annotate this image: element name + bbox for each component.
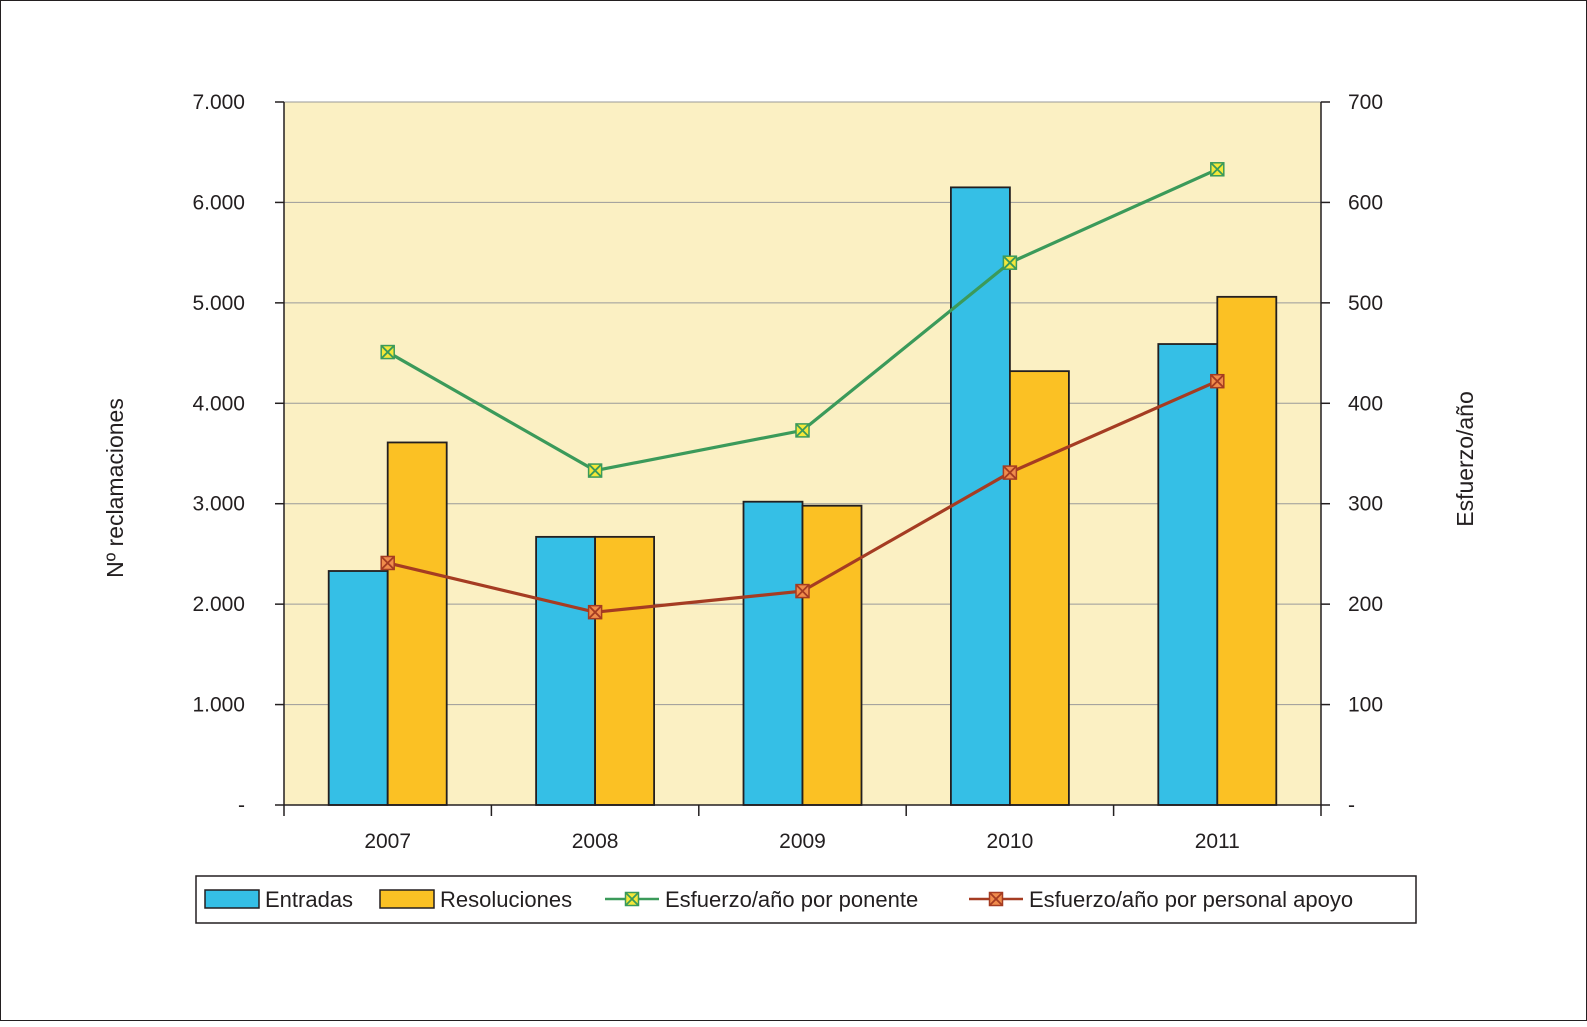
bar-resoluciones-2009 [801,504,863,806]
y2-tick-label: 300 [1348,493,1383,516]
y2-tick-label: 100 [1348,694,1383,717]
y2-tick-label: - [1348,794,1355,817]
y2-axis-title: Esfuerzo/año [1452,391,1478,527]
series-marker-2-2010 [1002,465,1018,480]
legend-label: Entradas [265,887,353,912]
series-marker-2-2009 [795,583,810,599]
bar-entradas-2007 [327,570,389,806]
marker-cross [380,344,395,360]
y-tick-label: 2.000 [192,593,245,616]
series-marker-2-2007 [380,555,395,571]
marker-cross [380,555,395,571]
series-marker-1-2007 [380,344,395,360]
legend-swatch [204,889,260,909]
y-tick-label: 1.000 [192,694,245,717]
y2-tick-label: 400 [1348,392,1383,415]
series-marker-2-2011 [1210,373,1225,389]
bar-resoluciones-2007 [386,441,448,806]
marker-cross [587,605,603,620]
y2-tick-label: 500 [1348,292,1383,315]
series-marker-1-2008 [587,463,603,478]
y-tick-label: 3.000 [192,493,245,516]
marker-cross [1002,465,1018,480]
y-tick-label: - [238,794,245,817]
axes: - 1.000 2.000 3.000 4.000 5.000 6.000 7.000 - 100… [192,91,1383,853]
bar-resoluciones-2011 [1216,295,1278,806]
marker-cross [587,463,603,478]
x-tick-label: 2011 [1195,830,1240,853]
series-marker-2-2008 [587,604,603,620]
legend-item-3: Esfuerzo/año por ponente [605,887,918,912]
legend-marker-cross [988,891,1004,907]
marker-cross [795,423,810,438]
legend-label: Esfuerzo/año por ponente [665,887,918,912]
x-tick-label: 2007 [364,830,411,853]
x-tick-label: 2008 [572,830,619,853]
bar-entradas-2008 [535,535,596,806]
legend-item-2: Resoluciones [379,887,572,912]
series-marker-1-2009 [795,423,810,438]
plot-area [284,101,1321,806]
y-axis-title: Nº reclamaciones [102,398,128,578]
marker-cross [1210,374,1225,389]
x-tick-label: 2010 [987,830,1034,853]
legend: Entradas Resoluciones Esfuerzo/año por pon… [195,875,1417,924]
series-marker-1-2010 [1002,255,1018,270]
bar-entradas-2009 [742,500,804,806]
bar-entradas-2010 [950,186,1011,806]
series-marker-1-2011 [1210,162,1225,177]
bar-resoluciones-2008 [594,535,655,806]
bar-entradas-2011 [1157,343,1219,806]
y2-tick-label: 600 [1348,191,1383,214]
y2-tick-label: 700 [1348,91,1383,114]
legend-marker-cross [624,891,640,907]
marker-cross [1002,255,1018,270]
y-tick-label: 7.000 [192,91,245,114]
legend-label: Resoluciones [440,887,572,912]
legend-item-1: Entradas [204,887,353,912]
y2-tick-label: 200 [1348,593,1383,616]
legend-item-4: Esfuerzo/año por personal apoyo [969,887,1353,912]
y-tick-label: 4.000 [192,392,245,415]
y-tick-label: 5.000 [192,292,245,315]
bar-resoluciones-2010 [1009,370,1070,806]
marker-cross [1210,162,1225,177]
legend-swatch [379,889,435,909]
marker-cross [795,583,810,599]
x-tick-label: 2009 [779,830,826,853]
legend-label: Esfuerzo/año por personal apoyo [1029,887,1353,912]
y-tick-label: 6.000 [192,191,245,214]
